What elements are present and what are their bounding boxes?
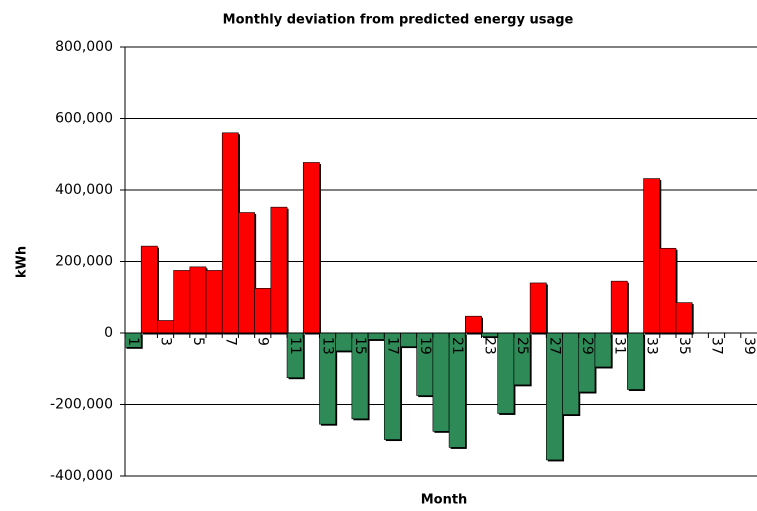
bar	[400, 332, 417, 347]
bar	[432, 332, 450, 432]
bar	[562, 332, 580, 415]
bar	[367, 332, 385, 340]
x-tick-label: 9	[255, 337, 271, 346]
bar	[270, 206, 288, 334]
y-tick-label: 0	[104, 325, 113, 341]
y-tick-label: -200,000	[50, 397, 113, 413]
bar	[529, 282, 547, 334]
y-axis-title: kWh	[15, 246, 30, 278]
x-tick-label: 5	[190, 337, 206, 346]
x-tick-label: 13	[320, 337, 336, 355]
bar	[497, 332, 515, 414]
bar	[189, 266, 207, 334]
bar	[465, 315, 482, 334]
x-tick-label: 3	[158, 337, 174, 346]
x-tick-label: 35	[676, 337, 692, 355]
bar	[627, 332, 644, 390]
bar	[238, 212, 255, 334]
y-tick-label: 400,000	[55, 182, 113, 198]
bar	[335, 332, 353, 352]
y-tick-label: 800,000	[55, 39, 113, 55]
bar	[205, 270, 223, 334]
x-tick-label: 39	[741, 337, 757, 355]
x-tick-label: 27	[546, 337, 562, 355]
y-tick-label: -400,000	[50, 468, 113, 484]
x-tick-label: 15	[352, 337, 368, 355]
bar	[659, 247, 677, 334]
x-tick-label: 21	[449, 337, 465, 355]
x-tick-label: 23	[482, 337, 498, 355]
bar	[302, 162, 320, 334]
x-tick-label: 31	[611, 337, 627, 355]
x-tick-label: 11	[287, 337, 303, 355]
x-tick-label: 19	[417, 337, 433, 355]
bar	[157, 320, 174, 334]
bar	[254, 288, 272, 334]
bar	[675, 302, 693, 334]
chart-title: Monthly deviation from predicted energy …	[223, 13, 574, 28]
x-tick-label: 7	[222, 337, 238, 346]
bar	[221, 132, 239, 334]
bar	[643, 178, 661, 334]
x-tick-label: 25	[514, 337, 530, 355]
bar	[173, 270, 191, 334]
bar	[610, 280, 628, 334]
y-tick-label: 200,000	[55, 254, 113, 270]
x-tick-label: 29	[579, 337, 595, 355]
x-tick-label: 17	[384, 337, 400, 355]
bar	[140, 245, 158, 334]
x-tick-label: 33	[644, 337, 660, 355]
x-tick-label: 37	[708, 337, 724, 355]
y-tick-label: 600,000	[55, 111, 113, 127]
bar	[594, 332, 612, 368]
x-tick-label: 1	[125, 337, 141, 346]
x-axis-title: Month	[421, 493, 468, 508]
